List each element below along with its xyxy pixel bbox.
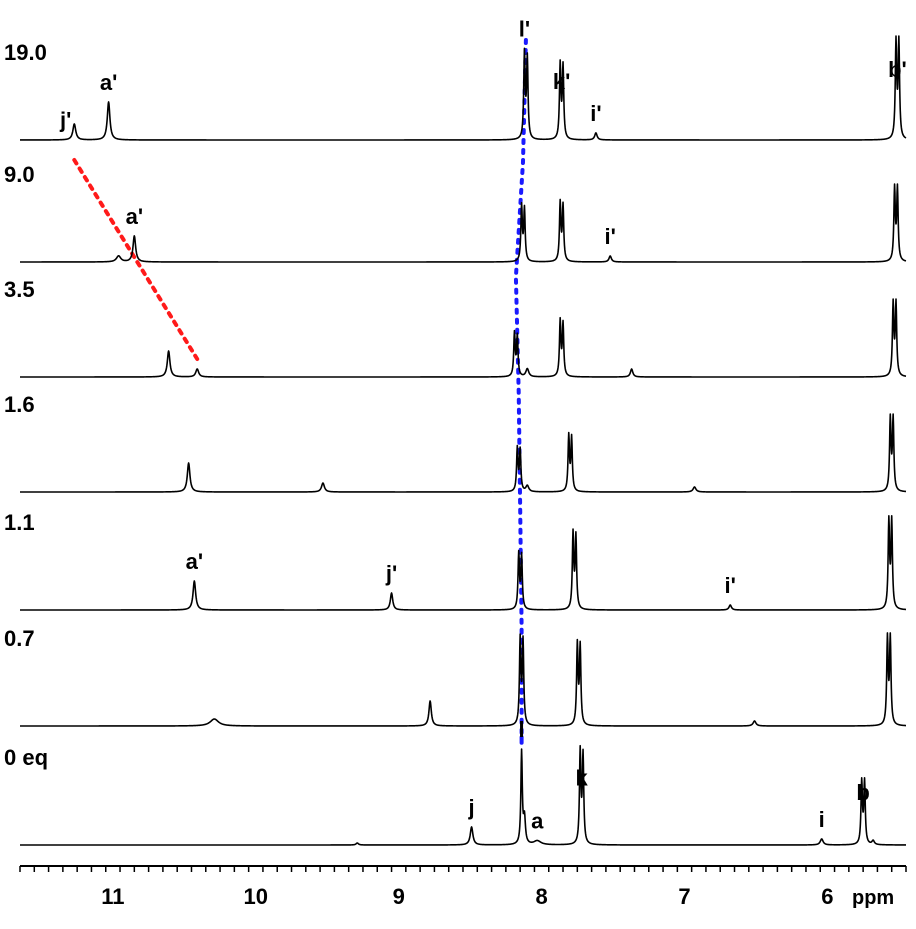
peak-label: j' [385,561,397,586]
spectrum-trace [19,35,907,141]
peak-label: b' [888,57,907,82]
x-tick-label: 11 [101,884,124,909]
spectrum-trace [19,183,907,263]
peak-label: l' [519,16,530,41]
spectrum-trace [19,744,907,846]
peak-label: i [819,807,825,832]
spectrum-trace [19,298,907,378]
peak-label: k' [553,69,570,94]
peak-labels: 19.0 j' a' l' k' i' b' 9.0 a' i' 3.5 1.6 1.1 a' j' i' 0.… [4,16,907,833]
series-label: 1.6 [4,392,35,417]
peak-label: j [468,795,475,820]
x-axis: 11 10 9 8 7 6 ppm [19,865,907,909]
guide-line-red [72,158,200,361]
series-label: 1.1 [4,510,35,535]
x-tick-label: 9 [393,884,405,909]
x-tick-label: 6 [821,884,833,909]
peak-label: a' [100,70,117,95]
peak-label: l [519,717,525,742]
x-axis-ticks: 11 10 9 8 7 6 [19,866,907,909]
peak-label: a' [126,204,143,229]
peak-label: a' [186,549,203,574]
x-axis-title: ppm [852,887,894,909]
peak-label: i' [590,101,601,126]
guide-lines [72,38,528,745]
peak-label: j' [59,107,71,132]
peak-label: i' [605,224,616,249]
series-label: 0.7 [4,626,35,651]
peak-label: k [575,765,588,790]
series-label: 19.0 [4,40,47,65]
peak-label: b [856,780,869,805]
x-tick-label: 10 [244,884,268,909]
peak-label: i' [725,573,736,598]
spectrum-trace [19,413,907,493]
series-label: 0 eq [4,745,48,770]
spectrum-trace [19,632,907,727]
spectrum-trace [19,515,907,611]
x-tick-label: 7 [678,884,690,909]
x-tick-label: 8 [535,884,547,909]
series-label: 9.0 [4,162,35,187]
series-label: 3.5 [4,277,35,302]
peak-label: a [531,808,544,833]
spectrum-traces [19,35,907,846]
